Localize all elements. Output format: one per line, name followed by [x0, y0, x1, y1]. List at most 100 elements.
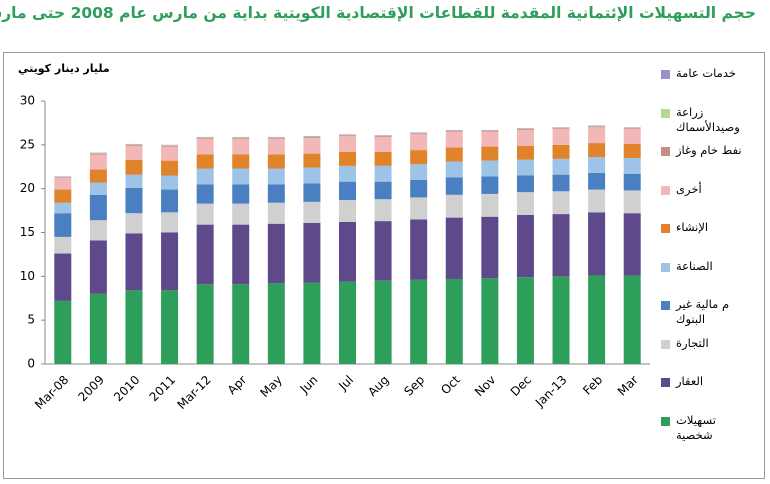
bar-segment	[339, 221, 356, 282]
bar-segment	[410, 179, 428, 198]
legend-swatch	[661, 147, 670, 156]
bar-segment	[374, 136, 392, 137]
legend-item: العقار	[661, 374, 761, 389]
bar-segment	[54, 177, 72, 179]
bar-segment	[232, 203, 250, 225]
bar-segment	[374, 280, 392, 364]
bar-segment	[54, 253, 72, 301]
x-tick-label: Jan-13	[532, 373, 570, 411]
x-tick-label: 2010	[111, 373, 142, 404]
bar-segment	[445, 177, 463, 195]
bar-segment	[303, 282, 321, 364]
bar-segment	[196, 168, 214, 185]
x-tick-label: Jul	[335, 373, 356, 394]
bar-segment	[516, 159, 534, 176]
bar-segment	[125, 174, 143, 188]
bar-segment	[161, 160, 179, 176]
bar-segment	[588, 127, 606, 144]
legend-swatch	[661, 262, 670, 272]
bar-segment	[445, 131, 463, 148]
bar-segment	[89, 182, 107, 195]
chart-title: حجم التسهيلات الإئتمانية المقدمة للقطاعا…	[0, 4, 756, 22]
bar-segment	[588, 172, 606, 190]
legend-label: خدمات عامة	[676, 66, 736, 80]
bar-segment	[410, 197, 428, 220]
bar-segment	[516, 192, 534, 215]
bar-segment	[303, 167, 321, 184]
bar-segment	[552, 276, 570, 364]
x-tick-label: May	[257, 373, 284, 400]
bar-segment	[303, 137, 321, 154]
bar-segment	[54, 178, 72, 190]
bar-segment	[623, 129, 641, 144]
bar-segment	[339, 200, 356, 222]
bar-segment	[516, 129, 534, 130]
bar-segment	[374, 199, 392, 222]
x-tick-label: Dec	[508, 373, 534, 399]
bar-segment	[588, 275, 606, 364]
x-tick-label: Oct	[438, 372, 463, 397]
bar-segment	[588, 212, 606, 276]
bar-segment	[196, 154, 214, 169]
bar-segment	[196, 184, 214, 204]
legend-label: الإنشاء	[676, 220, 709, 234]
bar-segment	[481, 176, 499, 194]
bar-segment	[410, 279, 428, 364]
bar-segment	[303, 183, 321, 202]
bar-segment	[588, 189, 606, 213]
bar-segment	[196, 224, 214, 285]
bar-segment	[516, 145, 534, 160]
legend-label: تسهيلات شخصية	[676, 412, 716, 442]
bar-segment	[623, 173, 641, 191]
legend-swatch	[661, 378, 670, 387]
bar-segment	[267, 184, 285, 203]
legend-label: العقار	[676, 374, 704, 388]
y-tick-label: 20	[20, 181, 35, 195]
bar-segment	[89, 153, 107, 155]
bar-segment	[89, 240, 107, 294]
legend-item: خدمات عامة	[661, 66, 761, 81]
bar-segment	[445, 130, 463, 132]
x-tick-label: 2009	[75, 373, 106, 404]
bar-segment	[410, 150, 428, 165]
bar-segment	[516, 129, 534, 146]
legend-label: أخرى	[676, 181, 702, 196]
bar-segment	[516, 277, 534, 364]
bar-segment	[374, 136, 392, 152]
legend-swatch	[661, 224, 670, 233]
bar-segment	[339, 281, 356, 364]
x-tick-label: Mar	[615, 373, 641, 399]
bar-segment	[588, 126, 606, 128]
bar-segment	[125, 290, 143, 364]
bar-segment	[232, 224, 250, 285]
bar-segment	[552, 214, 570, 277]
bar-segment	[196, 203, 214, 225]
y-tick-label: 30	[20, 94, 35, 108]
bar-segment	[267, 138, 285, 155]
bar-segment	[161, 146, 179, 161]
legend-swatch	[661, 339, 670, 349]
bar-segment	[623, 128, 641, 130]
bar-segment	[232, 138, 250, 155]
bar-segment	[481, 130, 499, 132]
bar-segment	[623, 275, 641, 364]
bar-segment	[410, 219, 428, 280]
bar-segment	[161, 175, 179, 190]
x-tick-label: Aug	[365, 373, 391, 399]
bar-segment	[54, 300, 72, 364]
bar-segment	[552, 158, 570, 175]
bar-segment	[267, 137, 285, 139]
legend-swatch	[661, 416, 670, 426]
bar-segment	[161, 212, 179, 233]
x-tick-label: Mar-08	[32, 373, 71, 412]
bar-segment	[339, 135, 356, 137]
bar-segment	[89, 154, 107, 170]
bar-segment	[267, 283, 285, 364]
legend-label: نفط خام وغاز	[676, 143, 742, 157]
bar-segment	[481, 278, 499, 364]
bar-segment	[89, 169, 107, 183]
bar-segment	[552, 191, 570, 215]
bar-segment	[232, 154, 250, 169]
bar-segment	[161, 189, 179, 213]
